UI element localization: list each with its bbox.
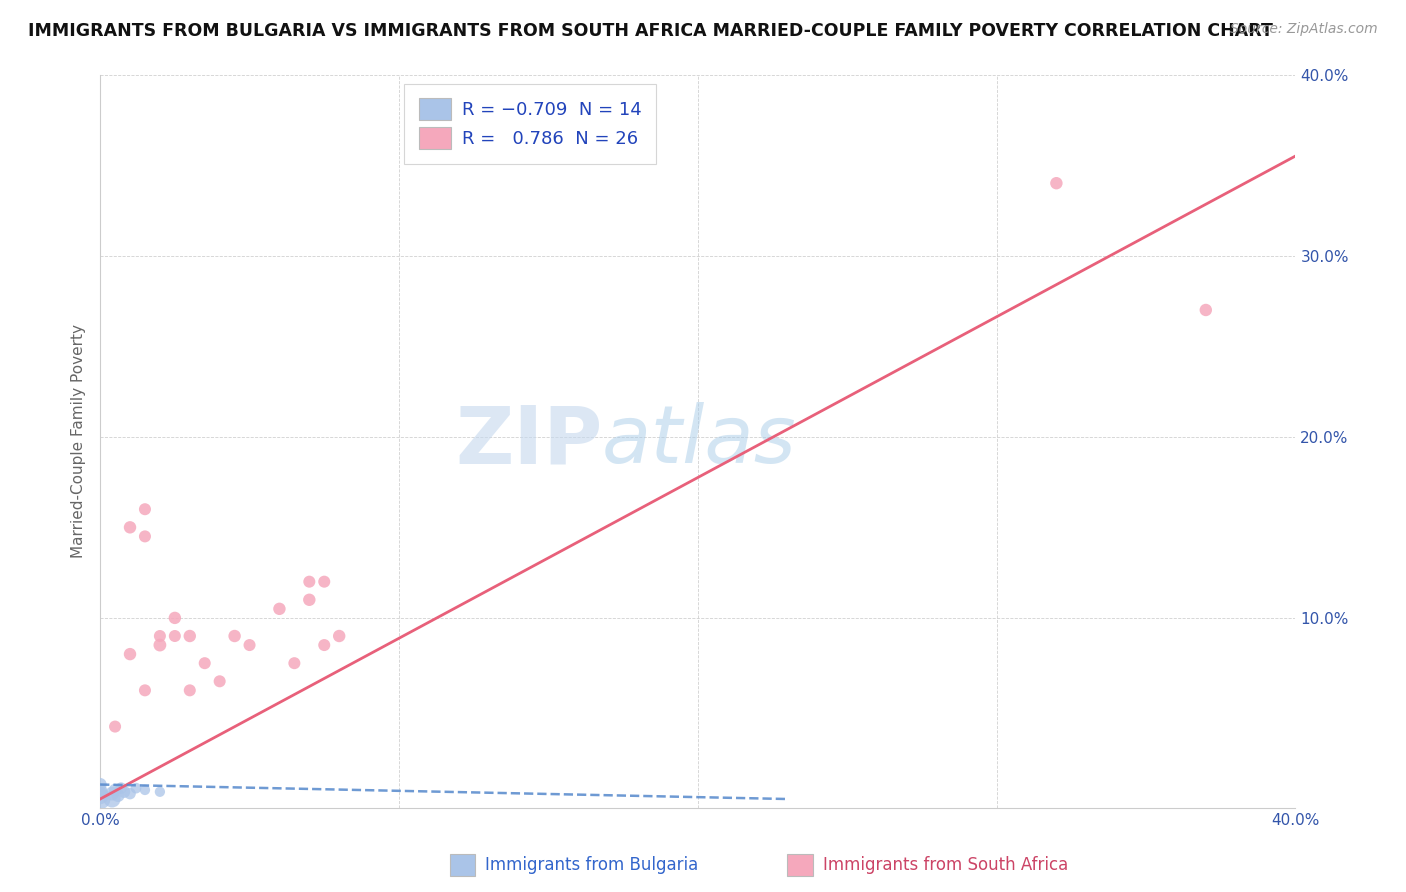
Point bbox=[314, 638, 336, 652]
Point bbox=[1045, 176, 1067, 190]
Point bbox=[179, 629, 201, 643]
Point bbox=[134, 502, 156, 516]
Point bbox=[118, 647, 141, 661]
Y-axis label: Married-Couple Family Poverty: Married-Couple Family Poverty bbox=[72, 325, 86, 558]
Point bbox=[224, 629, 246, 643]
Legend: R = −0.709  N = 14, R =   0.786  N = 26: R = −0.709 N = 14, R = 0.786 N = 26 bbox=[405, 84, 657, 164]
Point bbox=[89, 792, 111, 806]
Point bbox=[163, 611, 186, 625]
Point bbox=[1195, 303, 1218, 318]
Point bbox=[134, 529, 156, 543]
Point bbox=[194, 656, 217, 670]
Point bbox=[89, 789, 111, 803]
Text: Source: ZipAtlas.com: Source: ZipAtlas.com bbox=[1230, 22, 1378, 37]
Text: IMMIGRANTS FROM BULGARIA VS IMMIGRANTS FROM SOUTH AFRICA MARRIED-COUPLE FAMILY P: IMMIGRANTS FROM BULGARIA VS IMMIGRANTS F… bbox=[28, 22, 1272, 40]
Text: ZIP: ZIP bbox=[456, 402, 602, 480]
Point bbox=[298, 574, 321, 589]
Point bbox=[269, 602, 291, 616]
Point bbox=[101, 787, 124, 801]
Point bbox=[314, 574, 336, 589]
Point bbox=[163, 629, 186, 643]
Point bbox=[101, 792, 124, 806]
Point bbox=[89, 785, 111, 799]
Point bbox=[328, 629, 350, 643]
Point bbox=[149, 629, 172, 643]
Point bbox=[179, 683, 201, 698]
Point bbox=[104, 783, 127, 797]
Point bbox=[104, 720, 127, 734]
Text: Immigrants from South Africa: Immigrants from South Africa bbox=[823, 856, 1067, 874]
Point bbox=[149, 785, 172, 799]
Point bbox=[283, 656, 305, 670]
Point bbox=[125, 781, 148, 796]
Point bbox=[134, 683, 156, 698]
Point bbox=[118, 520, 141, 534]
Point bbox=[134, 783, 156, 797]
Text: atlas: atlas bbox=[602, 402, 797, 480]
Point bbox=[89, 778, 111, 792]
Text: Immigrants from Bulgaria: Immigrants from Bulgaria bbox=[485, 856, 699, 874]
Point bbox=[107, 789, 129, 803]
Point bbox=[118, 787, 141, 801]
Point bbox=[238, 638, 260, 652]
Point bbox=[298, 592, 321, 607]
Point bbox=[149, 638, 172, 652]
Point bbox=[110, 781, 132, 796]
Point bbox=[208, 674, 231, 689]
Point bbox=[112, 785, 135, 799]
